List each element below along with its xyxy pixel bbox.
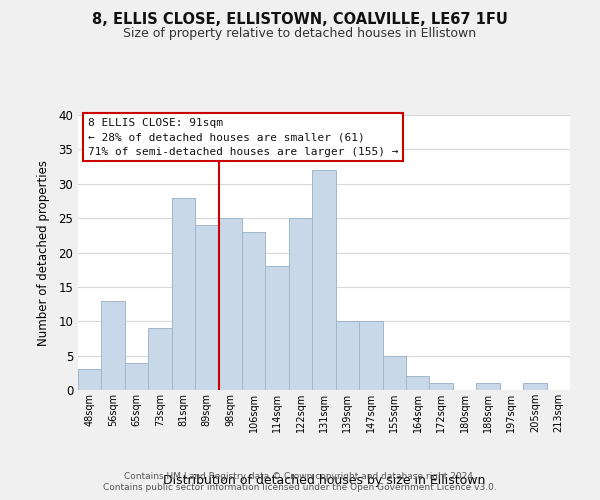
- Text: 8, ELLIS CLOSE, ELLISTOWN, COALVILLE, LE67 1FU: 8, ELLIS CLOSE, ELLISTOWN, COALVILLE, LE…: [92, 12, 508, 28]
- Text: Size of property relative to detached houses in Ellistown: Size of property relative to detached ho…: [124, 28, 476, 40]
- Text: 8 ELLIS CLOSE: 91sqm
← 28% of detached houses are smaller (61)
71% of semi-detac: 8 ELLIS CLOSE: 91sqm ← 28% of detached h…: [88, 118, 398, 156]
- Bar: [265, 266, 289, 390]
- Text: Contains public sector information licensed under the Open Government Licence v3: Contains public sector information licen…: [103, 484, 497, 492]
- Bar: [148, 328, 172, 390]
- Bar: [383, 356, 406, 390]
- Bar: [242, 232, 265, 390]
- Bar: [312, 170, 336, 390]
- Bar: [195, 225, 218, 390]
- Bar: [523, 383, 547, 390]
- Bar: [125, 362, 148, 390]
- Bar: [406, 376, 430, 390]
- Bar: [172, 198, 195, 390]
- Bar: [336, 322, 359, 390]
- Text: Contains HM Land Registry data © Crown copyright and database right 2024.: Contains HM Land Registry data © Crown c…: [124, 472, 476, 481]
- Bar: [101, 300, 125, 390]
- Bar: [218, 218, 242, 390]
- Bar: [78, 370, 101, 390]
- Bar: [289, 218, 312, 390]
- Bar: [476, 383, 500, 390]
- Bar: [430, 383, 453, 390]
- Bar: [359, 322, 383, 390]
- Y-axis label: Number of detached properties: Number of detached properties: [37, 160, 50, 346]
- X-axis label: Distribution of detached houses by size in Ellistown: Distribution of detached houses by size …: [163, 474, 485, 487]
